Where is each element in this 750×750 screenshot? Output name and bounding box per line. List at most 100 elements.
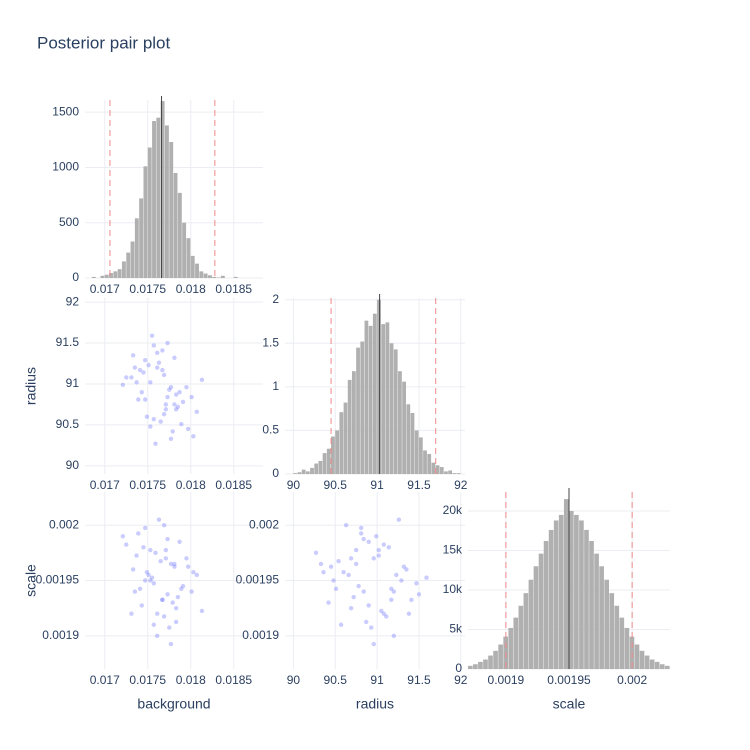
x-tick-label: 0.017 [90, 478, 120, 492]
hist-bar [584, 529, 589, 669]
hist-bar [389, 343, 394, 474]
hist-bar [599, 566, 604, 669]
y-tick-label: 0.00195 [236, 573, 280, 587]
scatter-point [328, 564, 334, 569]
hist-bar [177, 192, 182, 278]
hist-bar [604, 579, 609, 669]
scatter-point [137, 367, 143, 373]
x-tick-label: 0.00195 [547, 673, 591, 687]
hist-bar [456, 473, 461, 474]
scatter-point [155, 365, 160, 370]
scatter-point [401, 564, 407, 569]
hist-bar [493, 650, 498, 669]
scatter-point [161, 522, 167, 528]
hist-bar [398, 371, 402, 474]
y-tick-label: 500 [59, 215, 79, 229]
scatter-point [153, 550, 158, 556]
hist-bar [100, 275, 105, 278]
scatter-point [179, 586, 184, 591]
scatter-point [161, 614, 167, 619]
hist-bar [569, 510, 574, 669]
scatter-point [404, 567, 409, 572]
hist-bar [448, 470, 453, 474]
scatter-point [144, 570, 150, 575]
scatter-point [313, 550, 319, 556]
hist-bar [589, 540, 594, 669]
hist-bar [152, 121, 156, 278]
y-tick-label: 0.00195 [36, 573, 80, 587]
hist-bar [233, 276, 238, 278]
scatter-point [338, 622, 344, 627]
y-axis-title: radius [23, 367, 39, 405]
y-tick-label: 20k [443, 503, 463, 517]
y-tick-label: 0 [72, 270, 79, 284]
hist-bar [579, 520, 584, 669]
scatter-point [348, 605, 354, 611]
scatter-point [194, 572, 199, 578]
hist-bar [377, 299, 381, 474]
scatter-point [170, 429, 175, 434]
scatter-point [406, 611, 412, 616]
hist-bar [207, 275, 212, 278]
scatter-point [184, 556, 189, 561]
scatter-point [189, 589, 194, 594]
hist-bar [518, 605, 524, 669]
scatter-point [351, 594, 356, 600]
hist-bar [216, 277, 221, 278]
hist-bar [331, 436, 335, 474]
hist-bar [199, 271, 204, 278]
scatter-point [180, 583, 186, 589]
scatter-point [124, 375, 129, 380]
scatter-point [333, 586, 339, 591]
scatter-point [326, 600, 331, 605]
hist-bar [452, 473, 457, 474]
scatter-point [184, 385, 189, 390]
hist-bar [563, 499, 569, 669]
hist-bar [143, 166, 148, 278]
scatter-point [175, 594, 181, 600]
scatter-point [168, 436, 174, 441]
hist-bar [659, 664, 665, 669]
hist-bar [649, 659, 655, 669]
hist-bar [169, 142, 174, 278]
hist-bar [478, 661, 483, 669]
scatter-point [148, 380, 153, 385]
scatter-point [318, 561, 324, 567]
hist-bar [212, 276, 217, 278]
scatter-point [358, 531, 364, 536]
scatter-point [158, 558, 163, 564]
y-axis-title: scale [23, 564, 39, 597]
hist-bar [195, 263, 199, 278]
hist-bar [508, 627, 514, 669]
scatter-point [170, 600, 175, 605]
hist-bar [305, 471, 310, 474]
scatter-point [148, 547, 153, 553]
y-tick-label: 1500 [52, 104, 79, 118]
scatter-point [163, 556, 169, 561]
y-tick-label: 1.5 [262, 335, 279, 349]
x-tick-label: 0.017 [90, 673, 120, 687]
y-tick-label: 91.5 [56, 335, 80, 349]
hist-bar [130, 241, 135, 278]
scatter-point [132, 589, 138, 594]
scatter-point [336, 558, 341, 564]
hist-bar [117, 269, 122, 278]
y-tick-label: 0.0019 [42, 628, 79, 642]
hist-bar [173, 172, 178, 278]
scatter-point [389, 586, 394, 591]
scatter-point [130, 353, 136, 358]
hist-bar [310, 467, 314, 474]
hist-bar [614, 605, 620, 669]
hist-bar [468, 665, 473, 669]
hist-bar [134, 218, 139, 278]
y-tick-label: 90.5 [56, 417, 80, 431]
hist-bar [364, 320, 369, 474]
scatter-point [364, 619, 369, 625]
scatter-point [120, 382, 126, 387]
scatter-point [129, 611, 134, 616]
scatter-point [165, 340, 170, 346]
scatter-point [391, 589, 397, 594]
hist-bar [91, 276, 96, 278]
hist-bar [644, 655, 650, 669]
scatter-point [136, 531, 141, 536]
